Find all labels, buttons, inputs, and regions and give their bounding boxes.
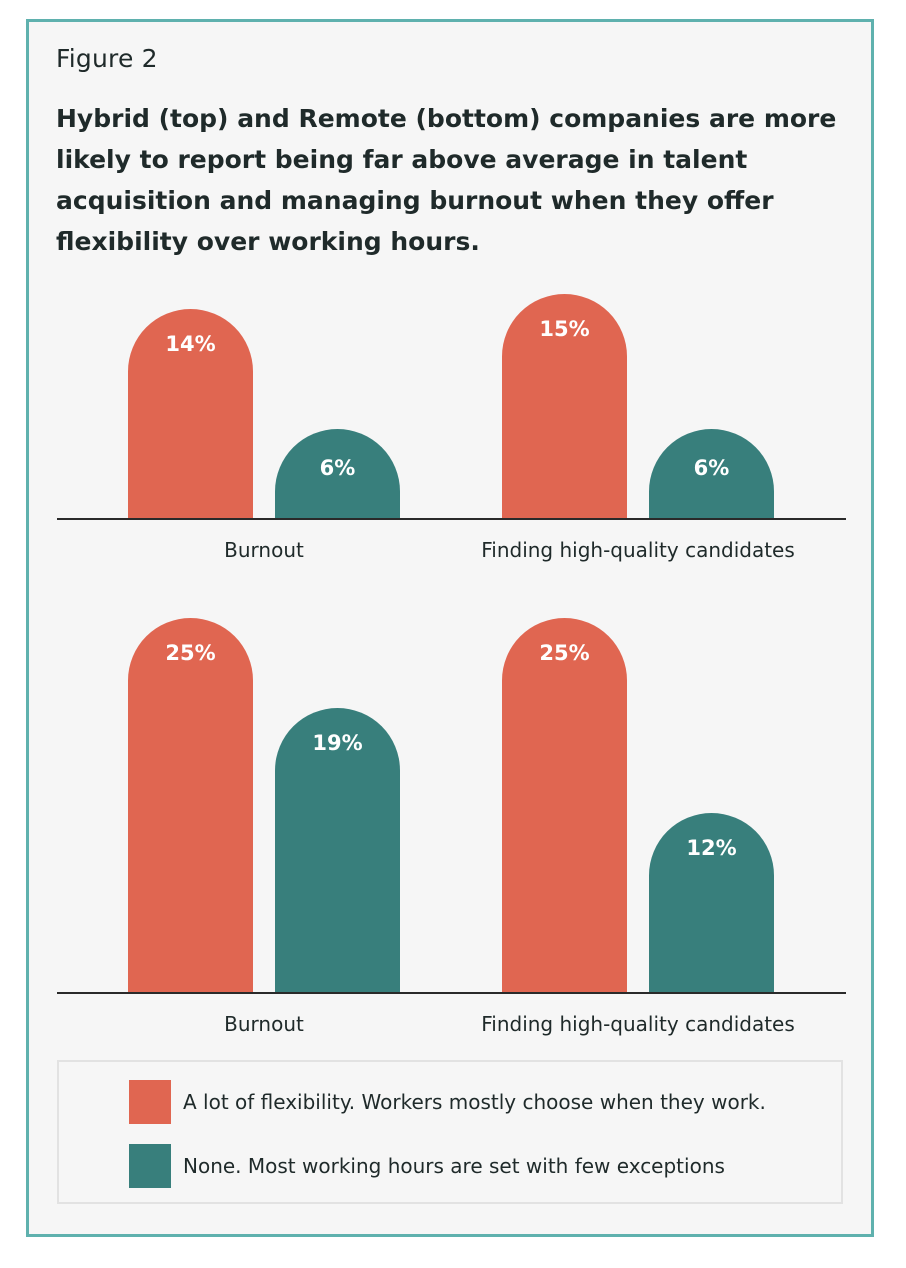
figure-label: Figure 2: [56, 44, 158, 73]
bar-chart1-none-burnout: [275, 429, 400, 519]
bar-value-label: 6%: [320, 456, 356, 480]
bar-chart2-none-candidates: [649, 813, 774, 993]
bar-chart2-flexible-burnout: [128, 618, 253, 993]
bar-chart2-none-burnout: [275, 708, 400, 993]
bar-value-label: 25%: [539, 641, 589, 665]
bar-value-label: 14%: [165, 332, 215, 356]
bar-value-label: 25%: [165, 641, 215, 665]
legend-item-none: None. Most working hours are set with fe…: [129, 1144, 725, 1188]
bar-value-label: 15%: [539, 317, 589, 341]
legend-label-flexible: A lot of flexibility. Workers mostly cho…: [183, 1090, 766, 1114]
bar-chart1-flexible-candidates: [502, 294, 627, 519]
bar-value-label: 6%: [694, 456, 730, 480]
legend-swatch-flexible: [129, 1080, 171, 1124]
bar-chart1-flexible-burnout: [128, 309, 253, 519]
category-label: Finding high-quality candidates: [481, 1012, 795, 1036]
category-label: Burnout: [224, 1012, 304, 1036]
bar-value-label: 12%: [686, 836, 736, 860]
legend-swatch-none: [129, 1144, 171, 1188]
chart-title: Hybrid (top) and Remote (bottom) compani…: [56, 104, 837, 256]
bar-chart1-none-candidates: [649, 429, 774, 519]
bar-chart2-flexible-candidates: [502, 618, 627, 993]
legend-item-flexible: A lot of flexibility. Workers mostly cho…: [129, 1080, 766, 1124]
category-label: Burnout: [224, 538, 304, 562]
bar-value-label: 19%: [312, 731, 362, 755]
legend: A lot of flexibility. Workers mostly cho…: [57, 1060, 843, 1204]
category-label: Finding high-quality candidates: [481, 538, 795, 562]
legend-label-none: None. Most working hours are set with fe…: [183, 1154, 725, 1178]
